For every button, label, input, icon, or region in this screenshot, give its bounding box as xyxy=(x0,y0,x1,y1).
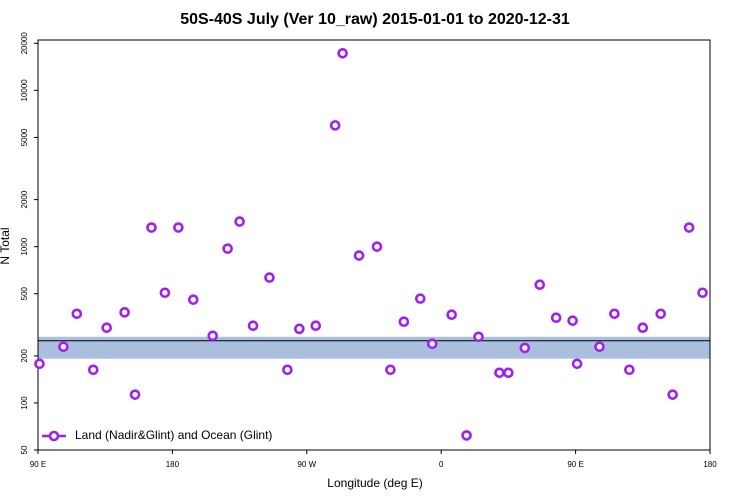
x-tick-label: 90 E xyxy=(567,460,583,469)
chart-title: 50S-40S July (Ver 10_raw) 2015-01-01 to … xyxy=(180,11,570,28)
y-tick-label: 10000 xyxy=(20,79,29,102)
y-tick-label: 1000 xyxy=(20,237,29,255)
point xyxy=(310,320,322,332)
x-tick-label: 90 E xyxy=(30,460,46,469)
point xyxy=(222,243,233,254)
y-tick-label: 20000 xyxy=(20,32,29,55)
point xyxy=(264,272,275,283)
point xyxy=(637,322,649,334)
point xyxy=(247,320,259,332)
x-tick-label: 180 xyxy=(703,460,717,469)
point xyxy=(234,216,245,227)
point xyxy=(609,308,620,320)
point xyxy=(329,120,341,131)
point xyxy=(697,287,708,299)
point xyxy=(594,341,605,353)
point xyxy=(567,315,578,326)
y-tick-label: 50 xyxy=(20,445,29,454)
point xyxy=(34,358,45,370)
point xyxy=(655,308,667,320)
point xyxy=(494,367,505,379)
point xyxy=(461,430,472,441)
point xyxy=(207,330,219,342)
y-axis-label: N Total xyxy=(0,227,12,264)
point xyxy=(159,287,171,299)
point xyxy=(282,364,293,376)
x-tick-label: 0 xyxy=(439,460,444,469)
point xyxy=(414,293,426,304)
point xyxy=(188,294,199,305)
point xyxy=(683,222,695,233)
point xyxy=(550,312,562,324)
band xyxy=(38,336,710,359)
x-tick-label: 90 W xyxy=(297,460,316,469)
point xyxy=(385,364,396,376)
x-tick-label: 180 xyxy=(166,460,180,469)
point xyxy=(87,364,99,376)
point xyxy=(353,250,365,261)
point xyxy=(146,222,157,233)
point xyxy=(371,241,383,252)
y-tick-label: 500 xyxy=(20,286,29,300)
plot-frame xyxy=(37,39,711,451)
point xyxy=(426,338,438,350)
point xyxy=(129,389,141,400)
y-tick-label: 5000 xyxy=(20,128,29,146)
point xyxy=(398,316,410,328)
legend-label: Land (Nadir&Glint) and Ocean (Glint) xyxy=(75,428,272,442)
point xyxy=(58,341,69,353)
x-axis-label: Longitude (deg E) xyxy=(327,476,422,490)
point xyxy=(446,309,457,320)
y-tick-label: 2000 xyxy=(20,190,29,208)
y-tick-label: 200 xyxy=(20,349,29,363)
point xyxy=(519,342,531,354)
point xyxy=(337,47,348,59)
point xyxy=(101,322,112,334)
legend-marker xyxy=(48,430,60,442)
point xyxy=(173,222,184,233)
point xyxy=(294,323,305,335)
point xyxy=(503,367,514,379)
point xyxy=(571,358,583,370)
y-tick-label: 100 xyxy=(20,396,29,410)
point xyxy=(473,331,484,343)
point xyxy=(624,364,635,376)
point xyxy=(667,389,678,400)
point xyxy=(534,279,546,290)
point xyxy=(119,307,130,318)
point xyxy=(71,308,83,320)
